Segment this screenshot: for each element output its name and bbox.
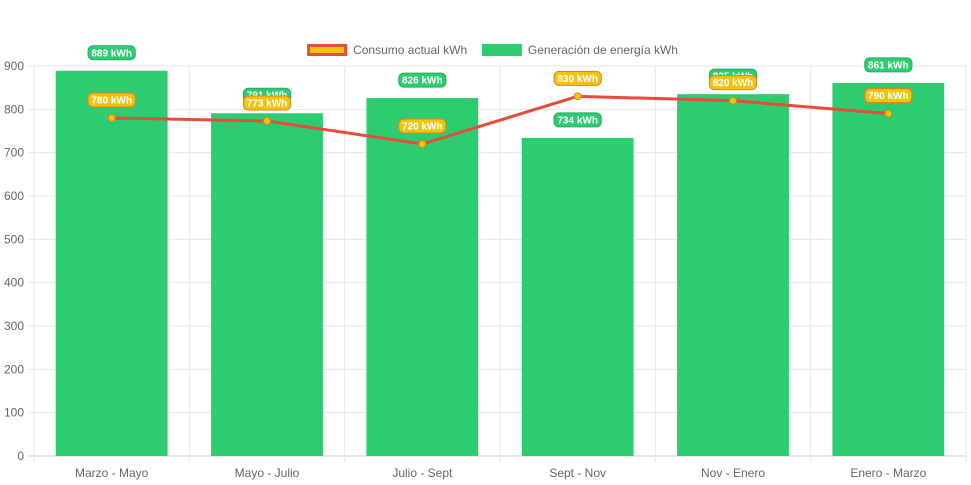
y-tick-label: 500 bbox=[4, 232, 24, 246]
y-tick-label: 100 bbox=[4, 406, 24, 420]
data-label-background bbox=[398, 118, 447, 134]
legend-swatch bbox=[307, 44, 348, 56]
line-point[interactable] bbox=[573, 92, 582, 101]
y-tick-label: 700 bbox=[4, 146, 24, 160]
x-tick-label: Enero - Marzo bbox=[850, 466, 926, 480]
legend-label: Consumo actual kWh bbox=[353, 43, 467, 57]
line-point[interactable] bbox=[418, 140, 427, 148]
data-label: 734 kWh bbox=[553, 112, 602, 128]
axes: 0 100 200 300 400 500 600 700 800 900 Marzo - Mayo… bbox=[4, 59, 927, 480]
data-label-text: 820 kWh bbox=[713, 78, 754, 89]
x-tick-label: Marzo - Mayo bbox=[75, 466, 149, 480]
bar[interactable] bbox=[366, 98, 479, 457]
y-tick-label: 600 bbox=[4, 189, 24, 203]
data-label-background bbox=[87, 45, 136, 61]
data-label-background bbox=[864, 88, 913, 104]
x-tick-label: Nov - Enero bbox=[701, 466, 765, 480]
bar[interactable] bbox=[55, 70, 168, 457]
data-label-text: 826 kWh bbox=[402, 76, 443, 87]
data-label-background bbox=[708, 75, 758, 91]
data-label: 780 kWh bbox=[87, 92, 136, 108]
legend-swatch bbox=[481, 44, 522, 56]
data-label: 889 kWh bbox=[87, 45, 136, 61]
y-tick-label: 0 bbox=[17, 449, 24, 463]
legend: Consumo actual kWh Generación de energía … bbox=[307, 43, 678, 57]
data-label-text: 773 kWh bbox=[247, 99, 288, 110]
data-label-background bbox=[87, 92, 136, 108]
x-tick-label: Sept - Nov bbox=[549, 466, 606, 480]
legend-item[interactable]: Consumo actual kWh bbox=[307, 43, 468, 57]
data-label-background bbox=[553, 112, 602, 128]
bar[interactable] bbox=[211, 113, 323, 456]
line-point[interactable] bbox=[884, 109, 893, 118]
data-label-text: 720 kWh bbox=[402, 122, 443, 133]
data-label-text: 861 kWh bbox=[868, 60, 909, 71]
data-label: 720 kWh bbox=[398, 118, 447, 134]
bar[interactable] bbox=[832, 82, 945, 457]
bar-series bbox=[55, 70, 945, 457]
data-label-background bbox=[553, 70, 602, 86]
data-label-background bbox=[864, 57, 913, 73]
y-tick-label: 300 bbox=[4, 319, 24, 333]
data-label: 861 kWh bbox=[864, 57, 913, 73]
data-label-text: 889 kWh bbox=[91, 48, 132, 59]
grid bbox=[28, 65, 967, 462]
line-path bbox=[111, 94, 889, 146]
data-label: 826 kWh bbox=[398, 72, 447, 88]
x-tick-label: Mayo - Julio bbox=[235, 466, 300, 480]
data-label-text: 780 kWh bbox=[91, 96, 132, 107]
bar[interactable] bbox=[677, 94, 789, 457]
data-label-text: 734 kWh bbox=[557, 115, 598, 126]
legend-item[interactable]: Generación de energía kWh bbox=[481, 43, 678, 57]
data-label-text: 790 kWh bbox=[868, 91, 909, 102]
y-tick-label: 900 bbox=[4, 59, 24, 73]
bar[interactable] bbox=[521, 137, 634, 456]
y-tick-label: 800 bbox=[4, 102, 24, 116]
data-label: 773 kWh bbox=[242, 95, 292, 111]
y-tick-label: 200 bbox=[4, 362, 24, 376]
line-series bbox=[107, 92, 893, 148]
data-label-text: 830 kWh bbox=[557, 74, 598, 85]
data-label-background bbox=[398, 72, 447, 88]
line-point[interactable] bbox=[729, 96, 737, 105]
data-label-background bbox=[242, 95, 292, 111]
line-point[interactable] bbox=[263, 117, 271, 126]
data-label: 830 kWh bbox=[553, 70, 602, 86]
legend-label: Generación de energía kWh bbox=[528, 43, 678, 57]
x-tick-label: Julio - Sept bbox=[392, 466, 453, 480]
data-label: 820 kWh bbox=[708, 75, 758, 91]
line-point[interactable] bbox=[107, 114, 116, 122]
data-label: 790 kWh bbox=[864, 88, 913, 104]
y-tick-label: 400 bbox=[4, 276, 24, 290]
